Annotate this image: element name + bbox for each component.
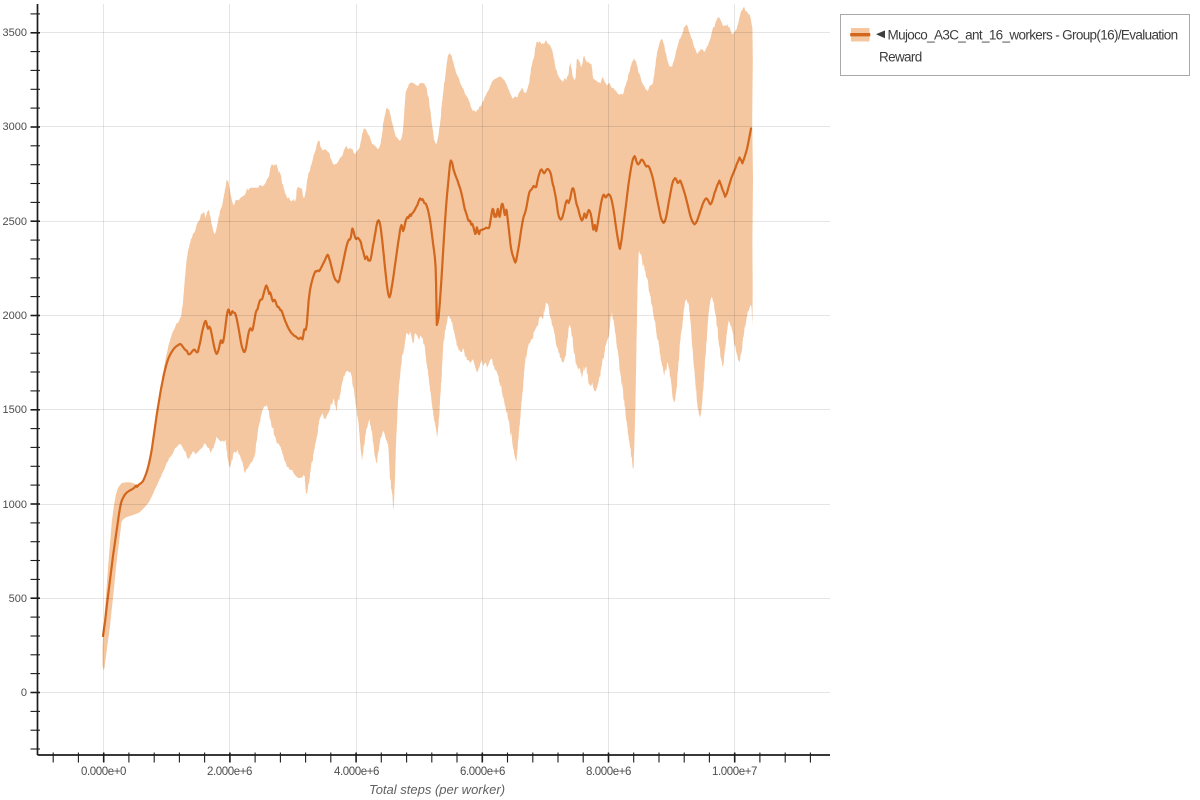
svg-text:2000: 2000	[3, 310, 27, 322]
svg-text:6.000e+6: 6.000e+6	[460, 766, 505, 778]
svg-text:1500: 1500	[3, 404, 27, 416]
svg-text:2500: 2500	[3, 216, 27, 228]
svg-text:0.000e+0: 0.000e+0	[81, 766, 126, 778]
svg-text:1000: 1000	[3, 499, 27, 511]
svg-text:1.000e+7: 1.000e+7	[712, 766, 757, 778]
svg-text:500: 500	[9, 593, 27, 605]
svg-text:3500: 3500	[3, 27, 27, 39]
svg-text:2.000e+6: 2.000e+6	[207, 766, 252, 778]
svg-text:Mujoco_A3C_ant_16_workers - Gr: Mujoco_A3C_ant_16_workers - Group(16)/Ev…	[888, 27, 1178, 42]
svg-text:3000: 3000	[3, 121, 27, 133]
svg-text:Total steps (per worker): Total steps (per worker)	[369, 782, 505, 797]
svg-text:8.000e+6: 8.000e+6	[586, 766, 631, 778]
svg-text:4.000e+6: 4.000e+6	[334, 766, 379, 778]
svg-text:0: 0	[21, 687, 27, 699]
svg-text:Reward: Reward	[879, 49, 922, 64]
